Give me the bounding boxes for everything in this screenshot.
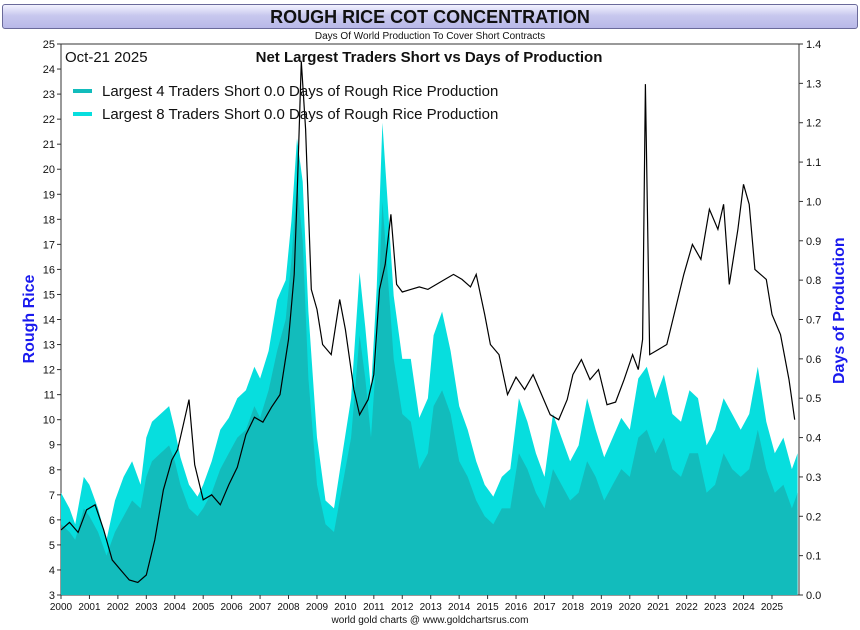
y-axis-title-right: Days of Production — [831, 237, 848, 384]
y2-tick-label: 0.6 — [806, 354, 821, 366]
y-tick-label: 10 — [43, 415, 55, 427]
x-tick-label: 2022 — [676, 602, 699, 613]
series-line-price — [60, 61, 796, 584]
y-tick-label: 15 — [43, 289, 55, 301]
x-tick-label: 2018 — [562, 602, 585, 613]
y-tick-label: 4 — [49, 565, 55, 577]
y-tick-label: 20 — [43, 164, 55, 176]
chart-footer: world gold charts @ www.goldchartsrus.co… — [331, 615, 529, 626]
y-tick-label: 16 — [43, 264, 55, 276]
y2-tick-label: 0.3 — [806, 472, 821, 484]
y-tick-label: 22 — [43, 114, 55, 126]
y2-tick-label: 0.4 — [806, 433, 821, 445]
y-tick-label: 3 — [49, 590, 55, 602]
x-tick-label: 2003 — [135, 602, 158, 613]
x-tick-label: 2016 — [505, 602, 528, 613]
y2-tick-label: 0.1 — [806, 551, 821, 563]
x-tick-label: 2011 — [363, 602, 385, 613]
legend-value: Short 0.0 Days of Rough Rice Production — [224, 106, 498, 123]
x-tick-label: 2025 — [761, 602, 784, 613]
y2-tick-label: 0.2 — [806, 511, 821, 523]
y-tick-label: 25 — [43, 39, 55, 51]
series-area-largest-4 — [61, 181, 798, 595]
y-tick-label: 6 — [49, 515, 55, 527]
legend-label: Largest 8 Traders — [102, 106, 220, 123]
x-tick-label: 2006 — [221, 602, 244, 613]
y-tick-label: 11 — [44, 390, 55, 402]
legend-label: Largest 4 Traders — [102, 83, 220, 100]
legend-value: Short 0.0 Days of Rough Rice Production — [224, 83, 498, 100]
x-tick-label: 2012 — [391, 602, 414, 613]
y2-tick-label: 1.2 — [806, 118, 821, 130]
x-tick-label: 2023 — [704, 602, 727, 613]
y-axis-title-left: Rough Rice — [21, 274, 38, 364]
y2-tick-label: 0.8 — [806, 275, 821, 287]
x-tick-label: 2024 — [732, 602, 755, 613]
y-tick-label: 8 — [49, 465, 55, 477]
date-label: Oct-21 2025 — [65, 49, 148, 66]
plot-title: Net Largest Traders Short vs Days of Pro… — [256, 49, 603, 66]
y2-tick-label: 1.1 — [806, 157, 821, 169]
y-tick-label: 9 — [49, 440, 55, 452]
y-tick-label: 7 — [49, 490, 55, 502]
x-tick-label: 2017 — [533, 602, 556, 613]
x-tick-label: 2008 — [277, 602, 300, 613]
y-tick-label: 5 — [49, 540, 55, 552]
x-tick-label: 2002 — [107, 602, 130, 613]
y2-tick-label: 0.7 — [806, 315, 821, 327]
x-tick-label: 2007 — [249, 602, 272, 613]
x-tick-label: 2004 — [164, 602, 187, 613]
y-tick-label: 24 — [43, 64, 55, 76]
x-tick-label: 2019 — [590, 602, 613, 613]
y-tick-label: 19 — [43, 189, 55, 201]
y2-tick-label: 1.0 — [806, 196, 821, 208]
y-tick-label: 17 — [43, 239, 55, 251]
x-tick-label: 2010 — [334, 602, 357, 613]
x-tick-label: 2013 — [420, 602, 443, 613]
x-tick-label: 2001 — [78, 602, 101, 613]
y2-tick-label: 1.4 — [806, 39, 821, 51]
x-tick-label: 2020 — [619, 602, 642, 613]
y-tick-label: 13 — [43, 340, 55, 352]
x-tick-label: 2009 — [306, 602, 329, 613]
title-bar: ROUGH RICE COT CONCENTRATION — [2, 4, 858, 29]
x-tick-label: 2000 — [50, 602, 73, 613]
x-tick-label: 2021 — [647, 602, 670, 613]
chart-subtitle: Days Of World Production To Cover Short … — [314, 31, 546, 42]
y-tick-label: 21 — [43, 139, 55, 151]
y-tick-label: 14 — [43, 315, 55, 327]
y2-tick-label: 0.5 — [806, 393, 821, 405]
x-tick-label: 2015 — [476, 602, 499, 613]
y2-tick-label: 0.9 — [806, 236, 821, 248]
y2-tick-label: 1.3 — [806, 78, 821, 90]
y2-tick-label: 0.0 — [806, 590, 821, 602]
chart-title: ROUGH RICE COT CONCENTRATION — [270, 7, 590, 27]
y-tick-label: 12 — [43, 365, 55, 377]
y-tick-label: 23 — [43, 89, 55, 101]
x-tick-label: 2005 — [192, 602, 215, 613]
y-tick-label: 18 — [43, 214, 55, 226]
x-tick-label: 2014 — [448, 602, 471, 613]
